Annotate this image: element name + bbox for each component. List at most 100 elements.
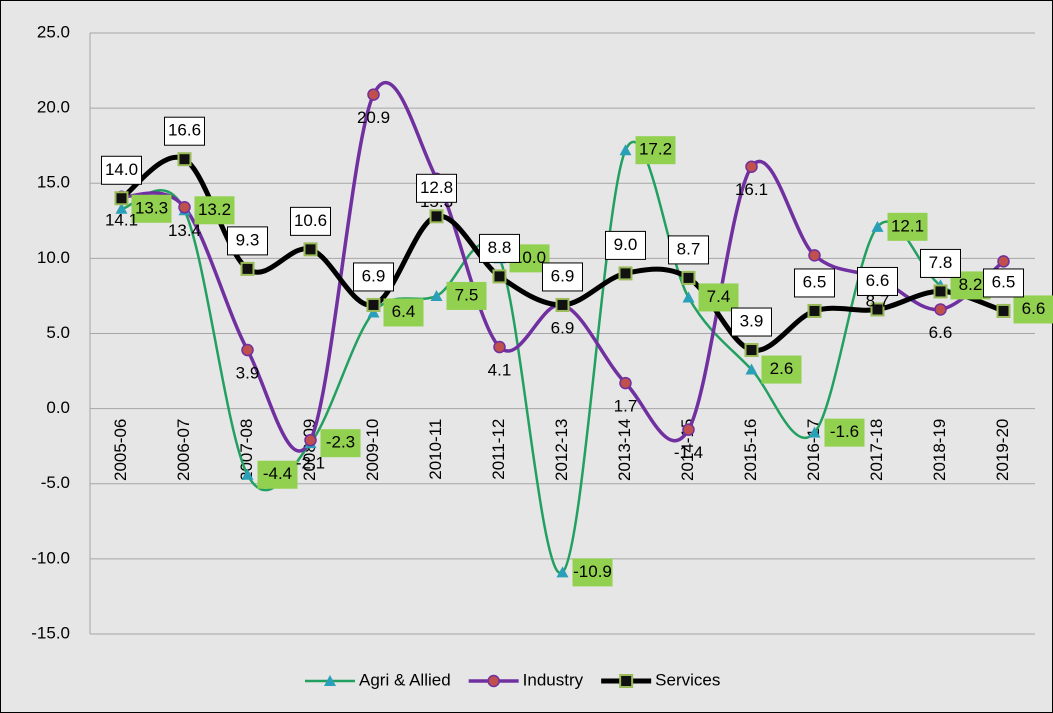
data-label: -4.4 (263, 464, 292, 483)
marker (366, 297, 381, 312)
marker (241, 343, 254, 357)
data-label: 2.6 (770, 359, 794, 378)
data-label-box (542, 262, 583, 292)
data-label: 17.2 (639, 140, 672, 159)
data-label-box (572, 558, 613, 587)
data-label-box (290, 206, 331, 236)
marker (682, 291, 695, 303)
marker (303, 242, 318, 257)
data-label-box (920, 248, 961, 278)
data-label-box (824, 418, 865, 447)
data-label-box (194, 196, 235, 225)
marker (367, 306, 380, 318)
data-label-box (257, 460, 298, 489)
data-label-box (479, 233, 520, 263)
data-label: -1.4 (674, 443, 703, 462)
data-label: 13.4 (168, 221, 201, 240)
data-label-box (635, 136, 676, 165)
data-label: 6.9 (551, 318, 575, 337)
data-label: 16.6 (168, 121, 201, 140)
marker (367, 88, 380, 101)
data-label: 3.9 (740, 312, 764, 331)
marker (430, 289, 443, 301)
x-tick-label: 2015-16 (741, 419, 760, 481)
marker (556, 566, 569, 578)
marker (745, 363, 758, 375)
data-label: 1.7 (614, 397, 638, 416)
data-label-box (320, 429, 361, 458)
y-tick-label: 5.0 (46, 323, 70, 342)
marker (555, 297, 570, 312)
marker (178, 201, 191, 214)
data-label: 4.1 (488, 361, 512, 380)
y-tick-label: 0.0 (46, 398, 70, 417)
data-label-box (794, 268, 835, 298)
data-label-box (605, 230, 646, 260)
x-tick-label: 2011-12 (489, 419, 508, 480)
data-label-box (164, 116, 205, 146)
data-label-box (101, 155, 142, 185)
data-label: 6.9 (362, 266, 386, 285)
data-label-box (761, 355, 802, 384)
data-label: 8.7 (677, 239, 701, 258)
marker (870, 302, 885, 317)
data-label: 7.4 (707, 287, 731, 306)
marker (808, 249, 821, 262)
y-tick-label: -10.0 (31, 548, 70, 567)
data-label: -2.1 (296, 454, 325, 473)
legend-label: Services (655, 670, 720, 689)
y-tick-label: 20.0 (37, 98, 70, 117)
data-label-box (698, 283, 739, 312)
marker (744, 343, 759, 358)
x-tick-label: 2019-20 (993, 419, 1012, 481)
marker (492, 269, 507, 284)
data-label: 6.5 (803, 272, 827, 291)
data-label-box (416, 173, 457, 203)
data-label: 13.3 (135, 198, 168, 217)
marker (807, 303, 822, 318)
data-label: -2.3 (326, 433, 355, 452)
data-label: 6.6 (866, 271, 890, 290)
y-tick-label: -5.0 (41, 473, 70, 492)
x-tick-label: 2006-07 (174, 419, 193, 481)
marker (429, 209, 444, 224)
data-label: 6.9 (551, 266, 575, 285)
data-label-box (731, 307, 772, 337)
data-label: 9.3 (236, 230, 260, 249)
marker (493, 340, 506, 354)
y-tick-label: 15.0 (37, 173, 70, 192)
data-label-box (446, 281, 487, 310)
marker (618, 266, 633, 281)
marker (241, 468, 254, 480)
data-label: 7.5 (455, 285, 479, 304)
marker (681, 270, 696, 285)
data-label-box (1013, 295, 1053, 324)
x-tick-label: 2007-08 (237, 419, 256, 481)
data-label-box (887, 212, 928, 241)
data-label: -1.6 (830, 422, 859, 441)
y-tick-label: 10.0 (37, 248, 70, 267)
data-label: 10.0 (513, 248, 546, 267)
data-label: 8.2 (959, 275, 983, 294)
data-label: 10.6 (294, 211, 327, 230)
data-label-box (131, 194, 172, 223)
data-label: 7.8 (929, 253, 953, 272)
marker (745, 160, 758, 173)
series-line (119, 154, 1005, 353)
data-label-box (353, 262, 394, 292)
data-label: 12.1 (891, 216, 924, 235)
data-label-box (983, 268, 1024, 298)
data-label: 9.0 (614, 235, 638, 254)
legend-label: Agri & Allied (359, 670, 451, 689)
marker (619, 144, 632, 156)
marker (115, 202, 128, 214)
marker (682, 423, 695, 436)
marker (871, 220, 884, 232)
data-label: 16.1 (735, 180, 768, 199)
x-tick-label: 2017-18 (867, 419, 886, 481)
y-tick-label: -15.0 (31, 623, 70, 642)
marker (177, 152, 192, 167)
legend-marker (324, 675, 336, 686)
